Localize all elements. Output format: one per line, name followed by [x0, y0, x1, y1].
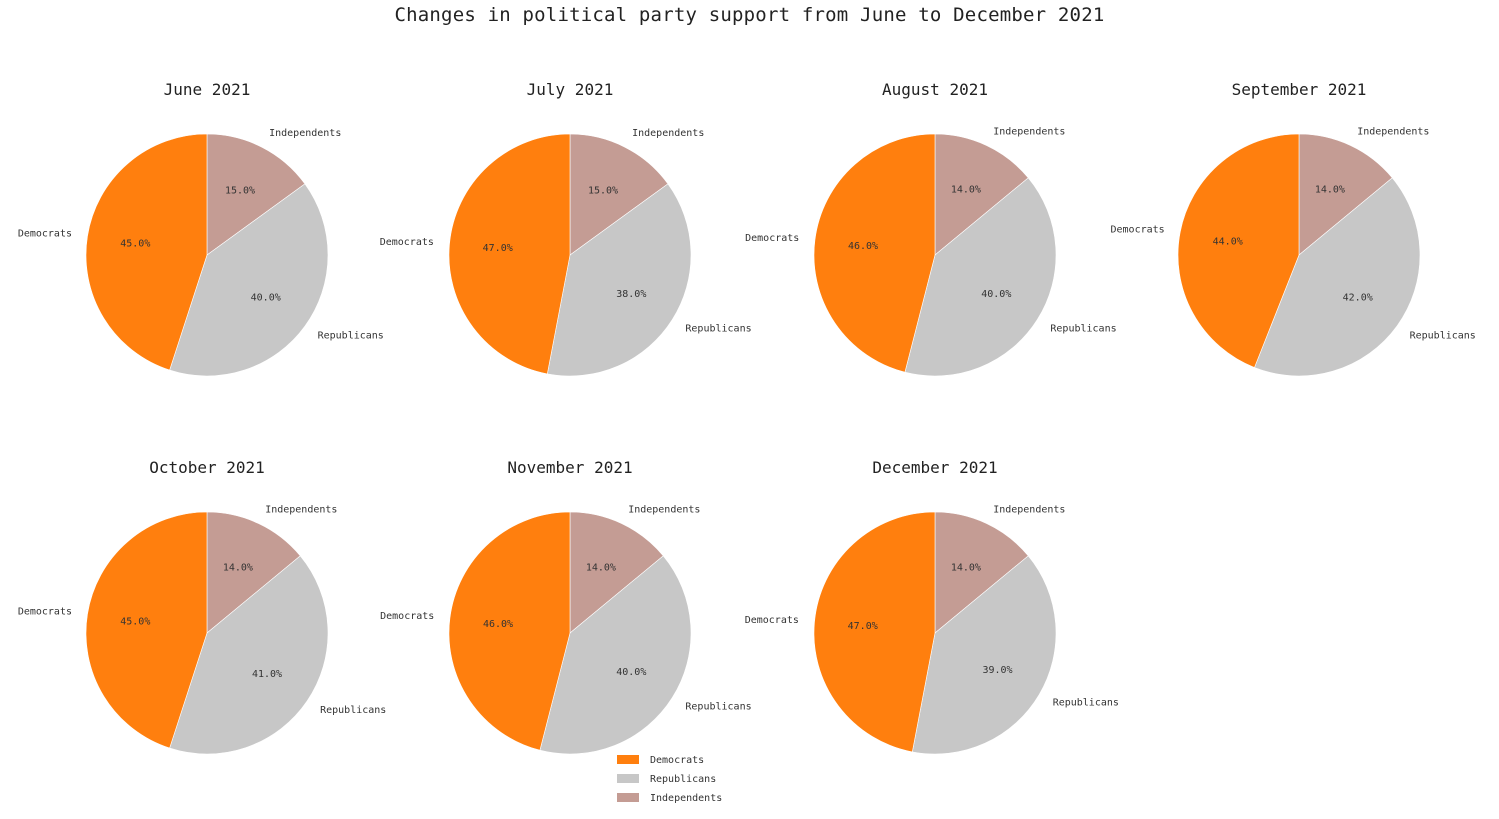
legend-label-republicans: Republicans [650, 774, 716, 785]
pie-pct-label: 14.0% [951, 184, 981, 195]
pie-pct-label: 40.0% [616, 667, 646, 678]
pie-category-label: Republicans [1050, 323, 1116, 334]
pie-category-label: Democrats [745, 615, 799, 626]
pie-pct-label: 41.0% [252, 669, 282, 680]
pie-category-label: Republicans [685, 701, 751, 712]
pie-slice-independents [569, 133, 669, 256]
pie-pct-label: 47.0% [483, 243, 513, 254]
pie-pct-label: 44.0% [1213, 236, 1243, 247]
pie-slice-independents [206, 133, 306, 256]
pie-category-label: Republicans [1410, 330, 1476, 341]
pie-category-label: Independents [1357, 126, 1429, 137]
pie-title: December 2021 [872, 458, 997, 477]
pie-slice-independents [569, 511, 664, 634]
pie-pct-label: 45.0% [120, 239, 150, 250]
pie-category-label: Independents [993, 504, 1065, 515]
legend-swatch-republicans [617, 774, 639, 783]
pie-slice-democrats [448, 133, 571, 375]
pie-chart-november-2021: November 2021 14.0% Independents 40.0% Repub… [380, 458, 752, 755]
pie-chart-june-2021: June 2021 15.0% Independents 40.0% Republica… [18, 80, 384, 377]
pie-pct-label: 42.0% [1343, 293, 1373, 304]
pie-slice-democrats [85, 133, 208, 371]
legend-swatch-independents [617, 793, 639, 802]
pie-category-label: Independents [993, 126, 1065, 137]
legend-label-independents: Independents [650, 793, 722, 804]
pie-chart-september-2021: September 2021 14.0% Independents 42.0% Repu… [1111, 80, 1476, 377]
pie-category-label: Democrats [18, 229, 72, 240]
pie-pct-label: 46.0% [483, 619, 513, 630]
pie-pct-label: 38.0% [616, 289, 646, 300]
pie-title: August 2021 [882, 80, 988, 99]
pie-slice-republicans [546, 183, 692, 377]
legend: Democrats Republicans Independents [617, 755, 722, 804]
pie-slice-republicans [169, 183, 329, 377]
pie-pct-label: 40.0% [981, 289, 1011, 300]
pie-chart-july-2021: July 2021 15.0% Independents 38.0% Republica… [380, 80, 752, 377]
pie-category-label: Democrats [380, 237, 434, 248]
pie-slice-independents [1298, 133, 1393, 256]
pie-category-label: Republicans [318, 330, 384, 341]
pie-title: October 2021 [149, 458, 265, 477]
pie-category-label: Democrats [1111, 224, 1165, 235]
pie-pct-label: 47.0% [848, 621, 878, 632]
pie-slice-republicans [1254, 177, 1421, 377]
pie-slice-independents [934, 133, 1029, 256]
pie-chart-august-2021: August 2021 14.0% Independents 40.0% Republi… [745, 80, 1117, 377]
pie-slice-republicans [911, 555, 1057, 755]
pie-category-label: Republicans [685, 323, 751, 334]
pie-pct-label: 40.0% [251, 293, 281, 304]
pie-category-label: Independents [265, 504, 337, 515]
pie-category-label: Independents [628, 504, 700, 515]
pie-title: June 2021 [164, 80, 251, 99]
pie-pct-label: 39.0% [982, 665, 1012, 676]
pie-pct-label: 15.0% [225, 185, 255, 196]
pie-slice-independents [934, 511, 1029, 634]
pie-slice-democrats [1177, 133, 1300, 368]
pie-slice-democrats [85, 511, 208, 749]
pie-category-label: Democrats [380, 611, 434, 622]
pie-chart-december-2021: December 2021 14.0% Independents 39.0% Repub… [745, 458, 1119, 755]
pie-pct-label: 45.0% [120, 617, 150, 628]
pie-slice-republicans [169, 555, 329, 755]
pie-pct-label: 14.0% [586, 562, 616, 573]
pie-chart-october-2021: October 2021 14.0% Independents 41.0% Republ… [18, 458, 386, 755]
pie-category-label: Independents [632, 128, 704, 139]
pie-slice-republicans [904, 177, 1057, 377]
pie-category-label: Democrats [18, 607, 72, 618]
chart-title: Changes in political party support from … [394, 4, 1105, 26]
pie-slice-democrats [813, 133, 936, 373]
pie-pct-label: 15.0% [588, 185, 618, 196]
pie-title: November 2021 [507, 458, 632, 477]
pie-category-label: Democrats [745, 233, 799, 244]
pie-slice-democrats [448, 511, 571, 751]
pie-pct-label: 46.0% [848, 241, 878, 252]
pie-title: July 2021 [527, 80, 614, 99]
pie-pct-label: 14.0% [223, 562, 253, 573]
pie-category-label: Independents [269, 128, 341, 139]
pie-title: September 2021 [1232, 80, 1367, 99]
pie-slice-independents [206, 511, 301, 634]
pie-slice-republicans [539, 555, 692, 755]
pie-pct-label: 14.0% [1315, 184, 1345, 195]
pie-pct-label: 14.0% [951, 562, 981, 573]
legend-label-democrats: Democrats [650, 755, 704, 766]
pie-category-label: Republicans [1053, 698, 1119, 709]
pie-slice-democrats [813, 511, 936, 753]
pie-category-label: Republicans [320, 705, 386, 716]
legend-swatch-democrats [617, 755, 639, 764]
